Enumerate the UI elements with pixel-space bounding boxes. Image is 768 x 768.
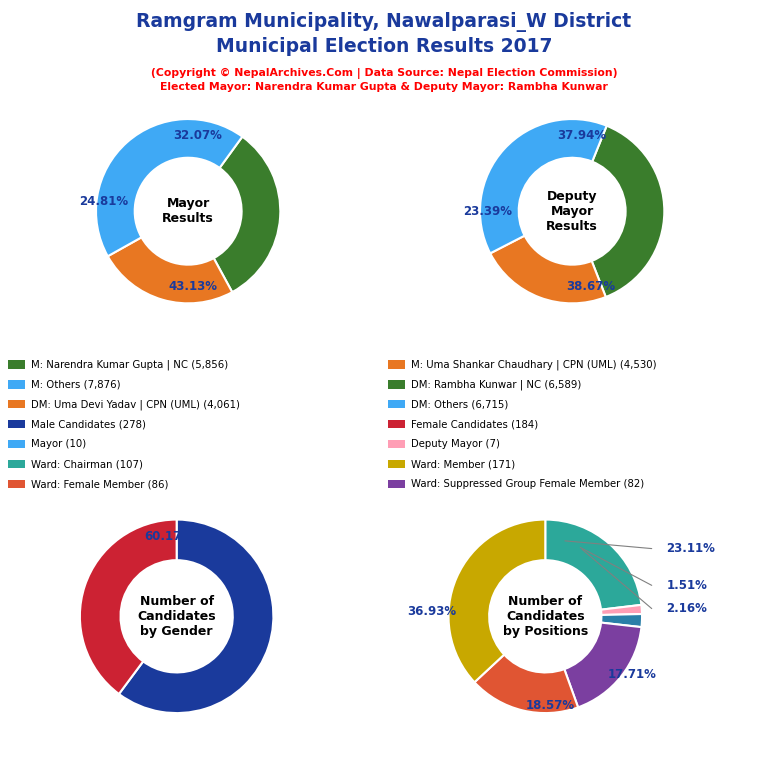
- Text: 2.16%: 2.16%: [666, 602, 707, 615]
- Text: M: Others (7,876): M: Others (7,876): [31, 379, 121, 389]
- Wedge shape: [119, 519, 273, 713]
- Text: Ward: Chairman (107): Ward: Chairman (107): [31, 459, 143, 469]
- Text: Mayor (10): Mayor (10): [31, 439, 86, 449]
- Wedge shape: [601, 605, 642, 615]
- Bar: [8, 380, 25, 389]
- Text: Ward: Suppressed Group Female Member (82): Ward: Suppressed Group Female Member (82…: [411, 479, 644, 489]
- Text: 24.81%: 24.81%: [79, 196, 128, 208]
- Text: Ramgram Municipality, Nawalparasi_W District
Municipal Election Results 2017: Ramgram Municipality, Nawalparasi_W Dist…: [137, 12, 631, 56]
- Bar: [8, 480, 25, 488]
- Text: M: Uma Shankar Chaudhary | CPN (UML) (4,530): M: Uma Shankar Chaudhary | CPN (UML) (4,…: [411, 359, 657, 369]
- Wedge shape: [80, 519, 177, 694]
- Wedge shape: [214, 137, 280, 292]
- Text: 23.39%: 23.39%: [463, 205, 512, 217]
- Wedge shape: [108, 237, 232, 303]
- Bar: [388, 460, 405, 468]
- Text: (Copyright © NepalArchives.Com | Data Source: Nepal Election Commission)
Elected: (Copyright © NepalArchives.Com | Data So…: [151, 68, 617, 92]
- Wedge shape: [480, 119, 607, 253]
- Bar: [8, 440, 25, 449]
- Text: 18.57%: 18.57%: [525, 699, 574, 712]
- Text: Deputy
Mayor
Results: Deputy Mayor Results: [546, 190, 598, 233]
- Text: DM: Rambha Kunwar | NC (6,589): DM: Rambha Kunwar | NC (6,589): [411, 379, 581, 389]
- Bar: [388, 380, 405, 389]
- Text: Female Candidates (184): Female Candidates (184): [411, 419, 538, 429]
- Text: Number of
Candidates
by Positions: Number of Candidates by Positions: [502, 595, 588, 637]
- Text: 36.93%: 36.93%: [407, 605, 456, 618]
- Bar: [8, 460, 25, 468]
- Bar: [8, 400, 25, 409]
- Text: DM: Uma Devi Yadav | CPN (UML) (4,061): DM: Uma Devi Yadav | CPN (UML) (4,061): [31, 399, 240, 409]
- Wedge shape: [96, 119, 243, 257]
- Text: 37.94%: 37.94%: [557, 129, 606, 142]
- Text: Mayor
Results: Mayor Results: [162, 197, 214, 225]
- Text: 38.67%: 38.67%: [566, 280, 615, 293]
- Wedge shape: [591, 126, 664, 297]
- Text: 43.13%: 43.13%: [168, 280, 217, 293]
- Wedge shape: [601, 614, 642, 627]
- Text: Ward: Female Member (86): Ward: Female Member (86): [31, 479, 168, 489]
- Text: Number of
Candidates
by Gender: Number of Candidates by Gender: [137, 595, 216, 637]
- Bar: [388, 360, 405, 369]
- Text: 60.17%: 60.17%: [144, 531, 194, 544]
- Wedge shape: [475, 654, 578, 713]
- Text: 17.71%: 17.71%: [608, 668, 657, 681]
- Bar: [388, 480, 405, 488]
- Bar: [8, 360, 25, 369]
- Bar: [388, 400, 405, 409]
- Wedge shape: [490, 236, 606, 303]
- Text: DM: Others (6,715): DM: Others (6,715): [411, 399, 508, 409]
- Bar: [388, 420, 405, 429]
- Text: 39.83%: 39.83%: [162, 689, 211, 702]
- Text: 23.11%: 23.11%: [666, 542, 715, 555]
- Wedge shape: [545, 519, 641, 610]
- Wedge shape: [564, 623, 641, 707]
- Text: 1.51%: 1.51%: [666, 579, 707, 592]
- Bar: [388, 440, 405, 449]
- Bar: [8, 420, 25, 429]
- Wedge shape: [449, 519, 545, 682]
- Text: M: Narendra Kumar Gupta | NC (5,856): M: Narendra Kumar Gupta | NC (5,856): [31, 359, 228, 369]
- Text: Ward: Member (171): Ward: Member (171): [411, 459, 515, 469]
- Text: Male Candidates (278): Male Candidates (278): [31, 419, 146, 429]
- Text: Deputy Mayor (7): Deputy Mayor (7): [411, 439, 500, 449]
- Text: 32.07%: 32.07%: [173, 129, 222, 142]
